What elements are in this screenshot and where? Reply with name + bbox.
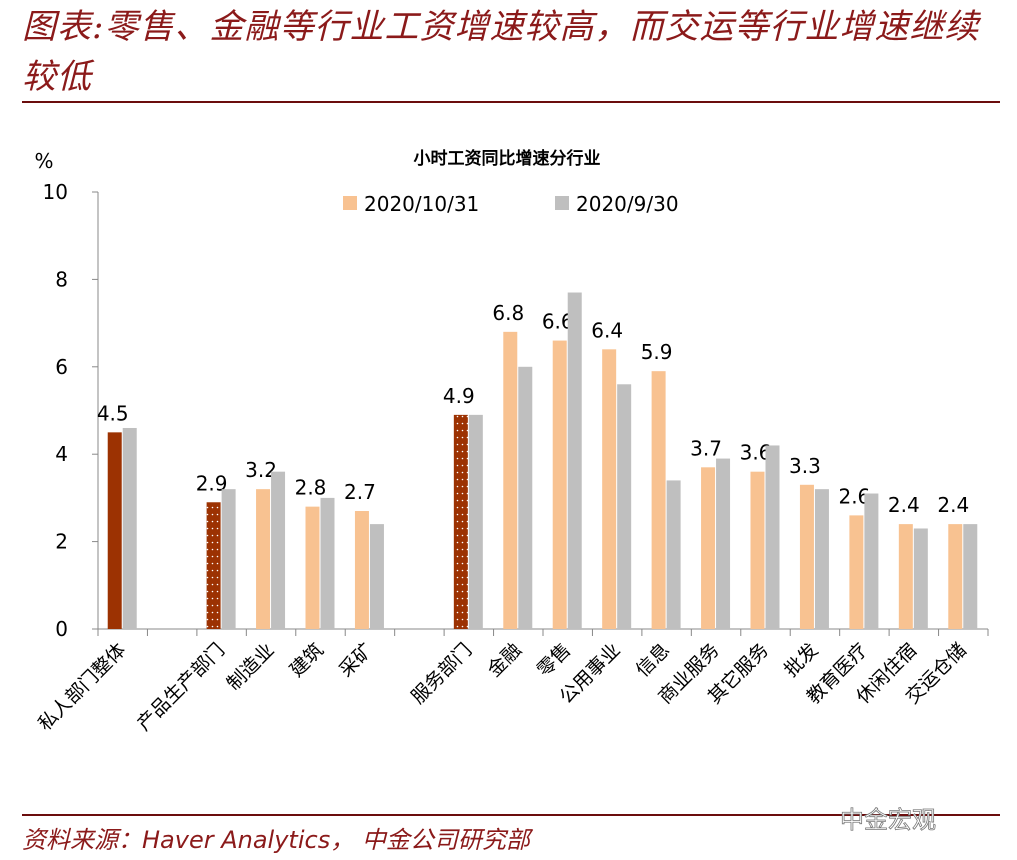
source-note: 资料来源：Haver Analytics， 中金公司研究部 xyxy=(22,826,530,854)
bar-2020-10-31 xyxy=(354,511,369,629)
bar-2020-9-30 xyxy=(617,384,632,629)
data-label: 2.4 xyxy=(888,493,920,517)
legend-swatch-2020-9-30 xyxy=(555,196,569,210)
bar-2020-9-30 xyxy=(864,493,879,629)
data-label: 4.9 xyxy=(443,384,475,408)
data-label: 3.3 xyxy=(789,454,821,478)
title-divider xyxy=(22,101,1000,103)
data-label: 2.7 xyxy=(344,480,376,504)
data-label: 5.9 xyxy=(641,340,673,364)
bar-2020-9-30 xyxy=(468,414,483,629)
data-label: 2.8 xyxy=(295,476,327,500)
bar-2020-9-30 xyxy=(369,524,384,629)
bar-2020-10-31 xyxy=(305,506,320,629)
bar-2020-9-30 xyxy=(913,528,928,629)
bar-2020-10-31 xyxy=(799,484,814,629)
bar-2020-9-30 xyxy=(666,480,681,629)
y-axis-label: % xyxy=(34,149,53,173)
x-tick-label: 服务部门 xyxy=(407,639,476,708)
bar-2020-9-30 xyxy=(716,458,731,629)
footer-divider xyxy=(22,814,1000,816)
y-tick-label: 10 xyxy=(43,180,68,204)
bar-2020-9-30 xyxy=(122,427,137,629)
bar-2020-9-30 xyxy=(271,471,286,629)
x-tick-label: 产品生产部门 xyxy=(133,639,229,735)
data-label: 4.5 xyxy=(97,401,129,425)
bar-2020-9-30 xyxy=(320,497,335,629)
bar-2020-10-31 xyxy=(206,502,221,629)
bar-2020-10-31 xyxy=(256,489,271,629)
chart-title: 小时工资同比增速分行业 xyxy=(414,148,601,169)
data-label: 6.8 xyxy=(492,301,524,325)
watermark-logo: 中金宏观 xyxy=(840,806,937,835)
bar-2020-10-31 xyxy=(948,524,963,629)
bar-2020-9-30 xyxy=(567,292,582,629)
y-tick-label: 0 xyxy=(55,617,68,641)
bar-2020-10-31 xyxy=(898,524,913,629)
x-tick-label: 采矿 xyxy=(335,639,377,681)
x-tick-label: 金融 xyxy=(483,639,525,681)
bar-2020-10-31 xyxy=(453,414,468,629)
bar-2020-9-30 xyxy=(814,489,829,629)
x-tick-label: 信息 xyxy=(632,639,674,681)
x-tick-label: 私人部门整体 xyxy=(34,639,130,735)
bar-2020-10-31 xyxy=(107,432,122,629)
data-label: 3.7 xyxy=(690,436,722,460)
y-tick-label: 4 xyxy=(55,442,68,466)
bar-2020-10-31 xyxy=(651,371,666,629)
bar-2020-9-30 xyxy=(221,489,236,629)
data-label: 6.4 xyxy=(591,318,623,342)
x-tick-label: 零售 xyxy=(533,639,575,681)
bar-2020-9-30 xyxy=(518,366,533,629)
page-title: 图表:零售、金融等行业工资增速较高，而交运等行业增速继续较低 xyxy=(22,7,980,97)
bar-2020-10-31 xyxy=(701,467,716,629)
bar-2020-9-30 xyxy=(963,524,978,629)
x-tick-label: 建筑 xyxy=(286,639,328,681)
legend-label: 2020/10/31 xyxy=(364,192,479,216)
bar-2020-10-31 xyxy=(503,331,518,629)
bar-2020-10-31 xyxy=(750,471,765,629)
bar-2020-10-31 xyxy=(552,340,567,629)
bar-2020-9-30 xyxy=(765,445,780,629)
legend-swatch-2020-10-31 xyxy=(343,196,357,210)
bar-2020-10-31 xyxy=(602,349,617,629)
x-tick-label: 制造业 xyxy=(223,639,279,695)
y-tick-label: 2 xyxy=(55,530,68,554)
x-tick-label: 批发 xyxy=(780,639,822,681)
legend-label: 2020/9/30 xyxy=(576,192,679,216)
data-label: 2.4 xyxy=(937,493,969,517)
y-tick-label: 6 xyxy=(55,355,68,379)
bar-2020-10-31 xyxy=(849,515,864,629)
y-tick-label: 8 xyxy=(55,267,68,291)
